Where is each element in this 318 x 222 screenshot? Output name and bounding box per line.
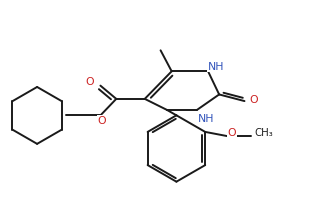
- Text: O: O: [250, 95, 258, 105]
- Text: NH: NH: [197, 114, 214, 124]
- Text: CH₃: CH₃: [254, 128, 273, 138]
- Text: O: O: [97, 116, 106, 126]
- Text: O: O: [85, 77, 94, 87]
- Text: NH: NH: [208, 62, 224, 72]
- Text: O: O: [227, 128, 236, 138]
